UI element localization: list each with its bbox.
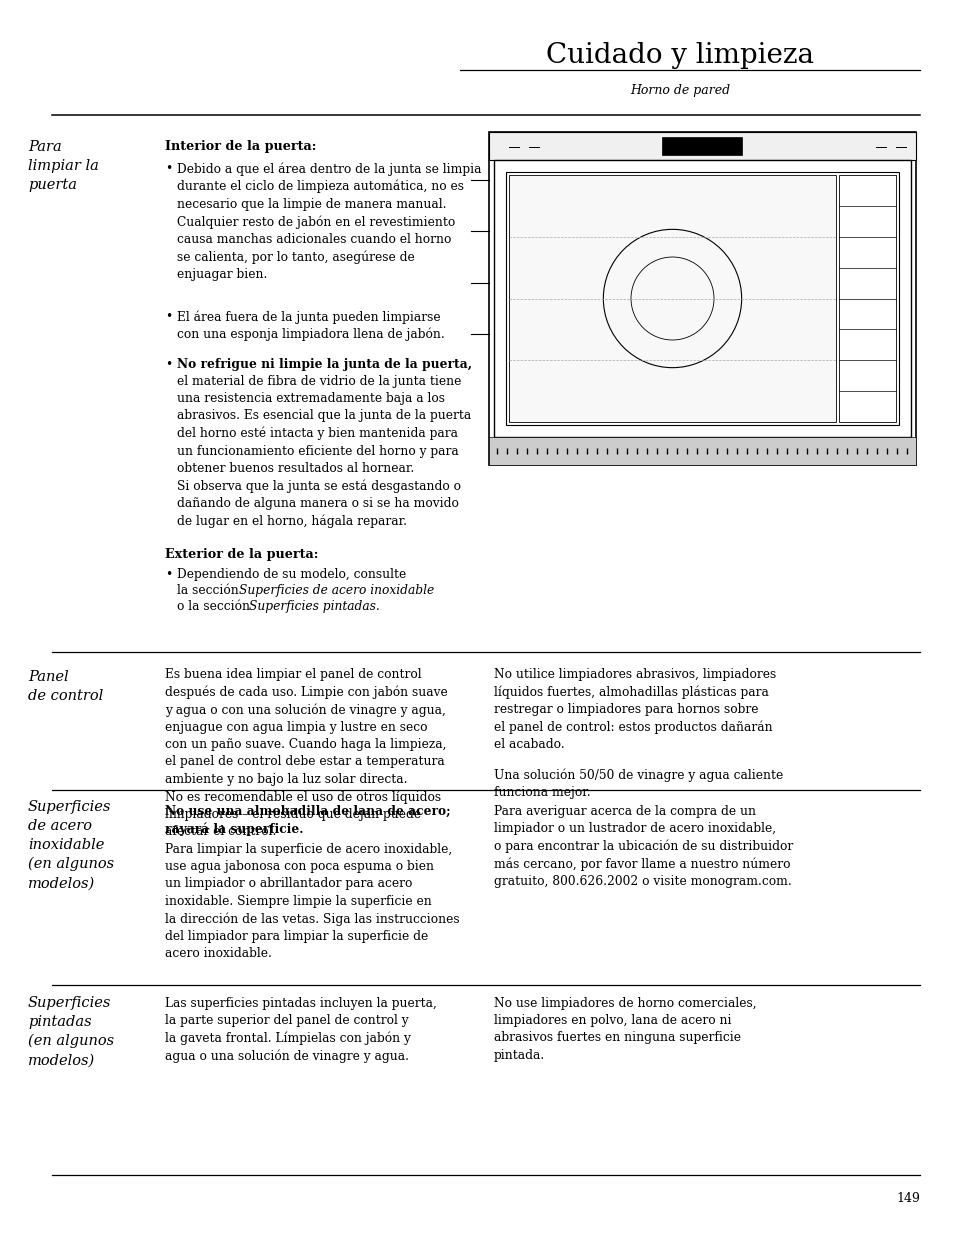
Text: •: •	[165, 162, 172, 175]
Text: No use limpiadores de horno comerciales,
limpiadores en polvo, lana de acero ni
: No use limpiadores de horno comerciales,…	[494, 997, 756, 1062]
Text: No utilice limpiadores abrasivos, limpiadores
líquidos fuertes, almohadillas plá: No utilice limpiadores abrasivos, limpia…	[494, 668, 776, 751]
Text: Es buena idea limpiar el panel de control
después de cada uso. Limpie con jabón : Es buena idea limpiar el panel de contro…	[165, 668, 447, 837]
Bar	[494, 161, 910, 437]
Text: Las superficies pintadas incluyen la puerta,
la parte superior del panel de cont: Las superficies pintadas incluyen la pue…	[165, 997, 436, 1063]
Bar	[661, 137, 741, 156]
Text: Debido a que el área dentro de la junta se limpia
durante el ciclo de limpieza a: Debido a que el área dentro de la junta …	[177, 162, 481, 280]
Bar	[505, 172, 898, 425]
Text: Panel
de control: Panel de control	[28, 671, 103, 703]
Text: Superficies pintadas.: Superficies pintadas.	[249, 600, 379, 613]
Text: Interior de la puerta:: Interior de la puerta:	[165, 140, 316, 153]
Text: •: •	[165, 568, 172, 580]
Bar	[838, 175, 895, 422]
Text: Para
limpiar la
puerta: Para limpiar la puerta	[28, 140, 99, 191]
Text: No refrigue ni limpie la junta de la puerta,: No refrigue ni limpie la junta de la pue…	[177, 358, 472, 370]
Text: Dependiendo de su modelo, consulte: Dependiendo de su modelo, consulte	[177, 568, 406, 580]
Bar	[509, 175, 835, 422]
Text: Para limpiar la superficie de acero inoxidable,
use agua jabonosa con poca espum: Para limpiar la superficie de acero inox…	[165, 844, 459, 960]
Text: Superficies de acero inoxidable: Superficies de acero inoxidable	[239, 584, 434, 597]
Text: el material de fibra de vidrio de la junta tiene
una resistencia extremadamente : el material de fibra de vidrio de la jun…	[177, 375, 471, 527]
Text: •: •	[165, 310, 172, 324]
Bar	[489, 132, 915, 161]
Text: Exterior de la puerta:: Exterior de la puerta:	[165, 548, 318, 561]
Bar	[489, 132, 915, 466]
Text: 149: 149	[895, 1192, 919, 1205]
Text: Cuidado y limpieza: Cuidado y limpieza	[545, 42, 813, 69]
Text: El área fuera de la junta pueden limpiarse
con una esponja limpiadora llena de j: El área fuera de la junta pueden limpiar…	[177, 310, 444, 341]
Text: No use una almohadilla de lana de acero;
rayará la superficie.: No use una almohadilla de lana de acero;…	[165, 805, 450, 836]
Text: Una solución 50/50 de vinagre y agua caliente
funciona mejor.: Una solución 50/50 de vinagre y agua cal…	[494, 768, 782, 799]
Text: o la sección: o la sección	[177, 600, 253, 613]
Text: Horno de pared: Horno de pared	[629, 84, 729, 98]
Text: Para averiguar acerca de la compra de un
limpiador o un lustrador de acero inoxi: Para averiguar acerca de la compra de un…	[494, 805, 792, 888]
Text: Superficies
de acero
inoxidable
(en algunos
modelos): Superficies de acero inoxidable (en algu…	[28, 800, 114, 890]
Text: •: •	[165, 358, 172, 370]
Text: Superficies
pintadas
(en algunos
modelos): Superficies pintadas (en algunos modelos…	[28, 995, 114, 1067]
Text: la sección: la sección	[177, 584, 242, 597]
Bar	[489, 437, 915, 466]
